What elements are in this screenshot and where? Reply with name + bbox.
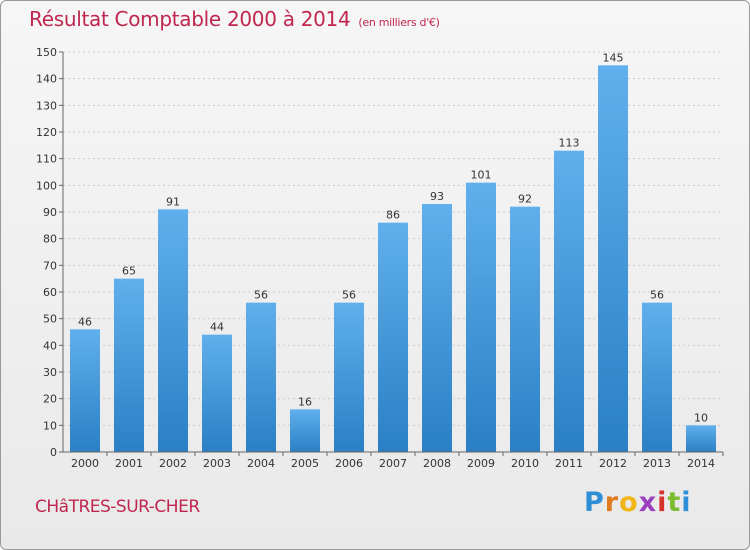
logo-letter: r bbox=[604, 487, 620, 518]
data-label: 56 bbox=[342, 289, 356, 302]
data-label: 91 bbox=[166, 195, 180, 208]
chart-subtitle: (en milliers d'€) bbox=[358, 16, 440, 29]
bar-2008 bbox=[422, 204, 452, 452]
x-tick-label: 2002 bbox=[159, 457, 187, 470]
y-axis: 0 10 20 30 40 50 60 70 80 90 100 110 120 130 140 150 bbox=[36, 46, 64, 459]
y-tick-label: 60 bbox=[43, 286, 57, 299]
data-label: 44 bbox=[210, 321, 224, 334]
bar-2006 bbox=[334, 302, 364, 452]
bar-2007 bbox=[378, 222, 408, 452]
y-tick-label: 10 bbox=[43, 419, 57, 432]
data-label: 93 bbox=[430, 190, 444, 203]
bar-2012 bbox=[598, 65, 628, 452]
x-tick-label: 2001 bbox=[115, 457, 143, 470]
bar-2009 bbox=[466, 182, 496, 452]
y-tick-label: 130 bbox=[36, 99, 57, 112]
x-tick-label: 2013 bbox=[643, 457, 671, 470]
y-tick-label: 90 bbox=[43, 206, 57, 219]
x-tick-label: 2003 bbox=[203, 457, 231, 470]
x-tick-label: 2014 bbox=[687, 457, 715, 470]
x-tick-label: 2000 bbox=[71, 457, 99, 470]
y-tick-label: 40 bbox=[43, 339, 57, 352]
y-tick-label: 0 bbox=[50, 446, 57, 459]
bar-2004 bbox=[246, 302, 276, 452]
x-tick-label: 2010 bbox=[511, 457, 539, 470]
y-tick-label: 150 bbox=[36, 46, 57, 59]
logo-letter: o bbox=[619, 487, 639, 518]
data-label: 46 bbox=[78, 315, 92, 328]
data-label: 92 bbox=[518, 193, 532, 206]
x-tick-label: 2004 bbox=[247, 457, 275, 470]
bar-2010 bbox=[510, 206, 540, 452]
logo-letter: i bbox=[681, 487, 692, 518]
logo-letter: i bbox=[657, 487, 668, 518]
x-tick-label: 2011 bbox=[555, 457, 583, 470]
data-label: 56 bbox=[650, 289, 664, 302]
y-tick-label: 30 bbox=[43, 366, 57, 379]
y-tick-label: 50 bbox=[43, 313, 57, 326]
logo-letter: x bbox=[638, 487, 658, 518]
logo-letter: t bbox=[667, 487, 682, 518]
y-tick-label: 20 bbox=[43, 393, 57, 406]
chart-title: Résultat Comptable 2000 à 2014 (en millie… bbox=[29, 7, 440, 31]
y-tick-label: 70 bbox=[43, 259, 57, 272]
data-label: 145 bbox=[603, 51, 624, 64]
logo-letter: P bbox=[584, 487, 605, 518]
title-text: Résultat Comptable 2000 à 2014 bbox=[29, 7, 351, 31]
data-label: 86 bbox=[386, 209, 400, 222]
y-tick-label: 110 bbox=[36, 153, 57, 166]
bar-2003 bbox=[202, 334, 232, 452]
bar-2011 bbox=[554, 150, 584, 452]
bar-2001 bbox=[114, 278, 144, 452]
y-tick-label: 80 bbox=[43, 233, 57, 246]
commune-name: CHâTRES-SUR-CHER bbox=[35, 497, 200, 517]
data-label: 56 bbox=[254, 289, 268, 302]
data-label: 16 bbox=[298, 395, 312, 408]
bar-2000 bbox=[70, 329, 100, 452]
bars: 46 65 91 44 56 16 56 86 93 101 92 113 145 56 10 bbox=[70, 51, 716, 452]
y-tick-label: 120 bbox=[36, 126, 57, 139]
x-tick-label: 2012 bbox=[599, 457, 627, 470]
bar-2013 bbox=[642, 302, 672, 452]
data-label: 113 bbox=[559, 137, 580, 150]
x-tick-label: 2007 bbox=[379, 457, 407, 470]
x-axis: 2000 2001 2002 2003 2004 2005 2006 2007 2008 2009… bbox=[63, 451, 724, 470]
y-tick-label: 100 bbox=[36, 179, 57, 192]
bar-2014 bbox=[686, 425, 716, 452]
bar-2002 bbox=[158, 209, 188, 452]
y-tick-label: 140 bbox=[36, 73, 57, 86]
data-label: 10 bbox=[694, 411, 708, 424]
proxiti-logo: Proxiti bbox=[584, 487, 692, 518]
data-label: 101 bbox=[471, 169, 492, 182]
x-tick-label: 2008 bbox=[423, 457, 451, 470]
bar-2005 bbox=[290, 409, 320, 452]
x-tick-label: 2006 bbox=[335, 457, 363, 470]
data-label: 65 bbox=[122, 265, 136, 278]
x-tick-label: 2005 bbox=[291, 457, 319, 470]
x-tick-label: 2009 bbox=[467, 457, 495, 470]
